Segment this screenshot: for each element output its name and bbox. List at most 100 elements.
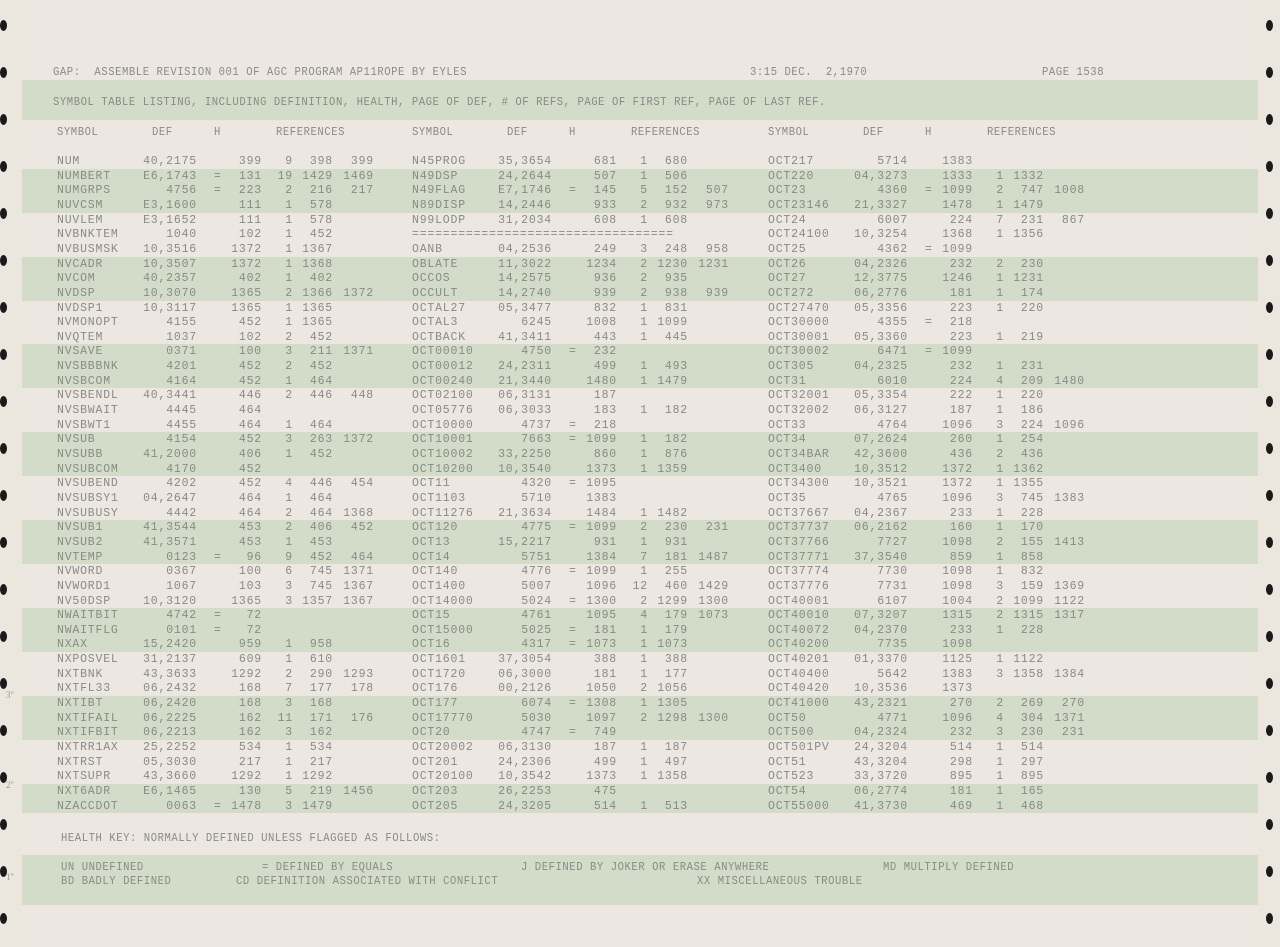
symbol-cell: OCT30002: [768, 345, 830, 359]
first-ref-cell: 186: [1020, 404, 1044, 418]
last-ref-cell: 448: [350, 389, 374, 403]
symbol-cell: NVSBENDL: [57, 389, 119, 403]
page-cell: 1383: [586, 491, 617, 505]
first-ref-cell: 468: [1020, 799, 1044, 813]
tractor-feed-hole: [0, 631, 7, 642]
symbol-cell: N45PROG: [412, 155, 466, 168]
page-cell: 452: [238, 433, 262, 447]
column-header-def: DEF: [863, 126, 884, 139]
ref-count-cell: 1: [996, 770, 1004, 784]
last-ref-cell: 454: [350, 477, 374, 491]
first-ref-cell: 304: [1020, 711, 1044, 725]
column-header-h: H: [569, 126, 576, 139]
table-row: NXAX 15,2420 959 1 958 OCT16 4317 = 1073 1 1073 OCT…: [0, 638, 1280, 652]
last-ref-cell: 958: [705, 242, 729, 256]
last-ref-cell: 867: [1061, 213, 1085, 227]
ref-count-cell: 3: [996, 579, 1004, 593]
first-ref-cell: 209: [1020, 374, 1044, 388]
tractor-feed-hole: [1266, 67, 1273, 78]
page-cell: 959: [238, 638, 262, 652]
symbol-cell: OCT40001: [768, 594, 830, 608]
table-row: NVQTEM 1037 102 2 452 OCTBACK 41,3411 443 1 445 OC…: [0, 331, 1280, 345]
page-cell: 534: [238, 741, 262, 754]
ref-count-cell: 3: [996, 667, 1004, 681]
def-cell: 05,3477: [498, 301, 552, 315]
def-cell: 05,3354: [854, 389, 908, 403]
first-ref-cell: 269: [1020, 697, 1044, 711]
first-ref-cell: 1367: [302, 242, 333, 256]
ref-count-cell: 7: [285, 682, 293, 696]
tractor-feed-hole: [0, 349, 7, 360]
page-cell: 507: [593, 169, 617, 183]
tractor-feed-hole: [1266, 302, 1273, 313]
ref-count-cell: 1: [640, 535, 648, 549]
tractor-feed-hole: [1266, 255, 1273, 266]
page-cell: 1096: [942, 491, 973, 505]
def-cell: 4776: [521, 565, 552, 579]
first-ref-cell: 170: [1020, 521, 1044, 535]
first-ref-cell: 290: [309, 667, 333, 681]
page-cell: 1372: [942, 477, 973, 491]
ref-count-cell: 2: [285, 286, 293, 300]
table-row: NVMONOPT 4155 452 1 1365 OCTAL3 6245 1008 1 1099 O…: [0, 316, 1280, 330]
def-cell: 04,2326: [854, 257, 908, 271]
last-ref-cell: 1096: [1054, 418, 1085, 432]
ref-count-cell: 1: [640, 155, 648, 168]
table-row: NVSBCOM 4164 452 1 464 OCT00240 21,3440 1480 1 14…: [0, 375, 1280, 389]
page-cell: 1125: [942, 653, 973, 667]
ref-count-cell: 1: [996, 506, 1004, 520]
health-cell: =: [569, 418, 577, 432]
symbol-cell: ==================================: [412, 228, 674, 242]
page-cell: 1073: [586, 638, 617, 652]
def-cell: 43,3204: [854, 755, 908, 769]
def-cell: 5710: [521, 491, 552, 505]
first-ref-cell: 1429: [302, 169, 333, 183]
ref-count-cell: 1: [640, 653, 648, 667]
symbol-cell: OCT523: [768, 770, 815, 784]
page-cell: 452: [238, 477, 262, 491]
first-ref-cell: 230: [664, 521, 688, 535]
symbol-cell: OCT1103: [412, 491, 466, 505]
first-ref-cell: 1298: [657, 711, 688, 725]
first-ref-cell: 211: [309, 345, 333, 359]
first-ref-cell: 1358: [1013, 667, 1044, 681]
first-ref-cell: 217: [309, 755, 333, 769]
symbol-cell: OCT37776: [768, 579, 830, 593]
def-cell: 4360: [877, 184, 908, 198]
page-cell: 218: [593, 418, 617, 432]
first-ref-cell: 497: [664, 755, 688, 769]
def-cell: 0101: [166, 623, 197, 637]
symbol-cell: OCT40010: [768, 609, 830, 623]
symbol-cell: OCT220: [768, 169, 815, 183]
key-misc-trouble: XX MISCELLANEOUS TROUBLE: [697, 875, 863, 888]
ref-count-cell: 1: [640, 565, 648, 579]
first-ref-cell: 1122: [1013, 653, 1044, 667]
page-cell: 224: [949, 374, 973, 388]
def-cell: 41,3411: [498, 330, 552, 344]
first-ref-cell: 534: [309, 741, 333, 754]
tractor-feed-hole: [1266, 208, 1273, 219]
column-header-h: H: [925, 126, 932, 139]
first-ref-cell: 162: [309, 726, 333, 740]
tractor-feed-hole: [0, 866, 7, 877]
first-ref-cell: 608: [664, 213, 688, 227]
page-cell: 233: [949, 506, 973, 520]
ref-count-cell: 3: [640, 242, 648, 256]
first-ref-cell: 452: [309, 550, 333, 564]
def-cell: 06,2776: [854, 286, 908, 300]
def-cell: 1040: [166, 228, 197, 242]
last-ref-cell: 1300: [698, 711, 729, 725]
def-cell: 4445: [166, 404, 197, 418]
health-cell: =: [569, 697, 577, 711]
ref-count-cell: 1: [285, 301, 293, 315]
page-cell: 218: [949, 316, 973, 330]
symbol-cell: NVSUBEND: [57, 477, 119, 491]
page-cell: 187: [949, 404, 973, 418]
health-cell: =: [925, 345, 933, 359]
first-ref-cell: 155: [1020, 535, 1044, 549]
ref-count-cell: 1: [640, 433, 648, 447]
page-cell: 859: [949, 550, 973, 564]
tractor-feed-hole: [0, 302, 7, 313]
page-cell: 111: [238, 198, 262, 212]
def-cell: 43,2321: [854, 697, 908, 711]
